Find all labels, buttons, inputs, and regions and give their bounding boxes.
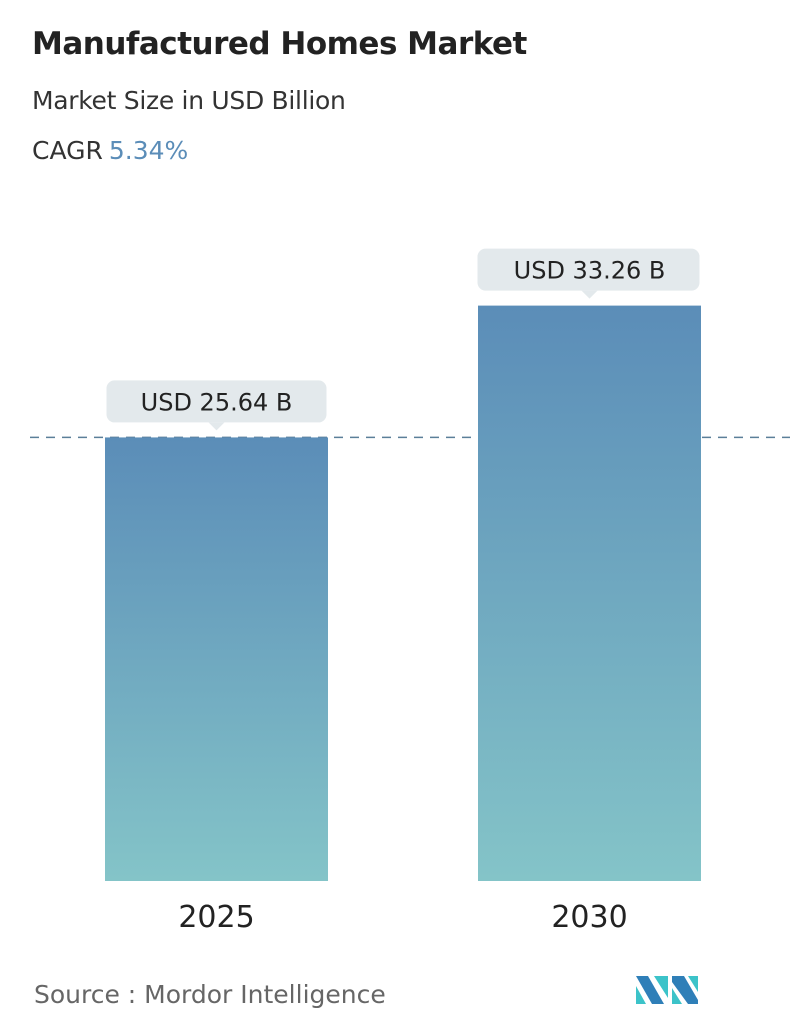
mordor-logo-icon — [636, 976, 698, 1004]
data-label: USD 33.26 B — [514, 257, 666, 285]
x-tick-label: 2025 — [178, 900, 254, 935]
bar-2030 — [478, 305, 701, 881]
data-label: USD 25.64 B — [141, 388, 293, 416]
data-label-bg — [106, 380, 327, 423]
data-label-pointer — [208, 422, 225, 431]
cagr: CAGR 5.34% — [32, 136, 188, 165]
cagr-value: 5.34% — [108, 136, 189, 165]
x-tick-label: 2030 — [551, 900, 627, 935]
source-text: Source : Mordor Intelligence — [34, 980, 386, 1009]
bar-chart: USD 25.64 B 2025 USD 33.26 B 2030 — [30, 248, 790, 935]
cagr-label: CAGR — [32, 136, 103, 165]
chart-subtitle: Market Size in USD Billion — [32, 86, 346, 115]
data-label-pointer — [581, 290, 598, 299]
bar-2025 — [105, 437, 328, 881]
chart-title: Manufactured Homes Market — [32, 26, 527, 62]
data-label-bg — [477, 248, 700, 291]
